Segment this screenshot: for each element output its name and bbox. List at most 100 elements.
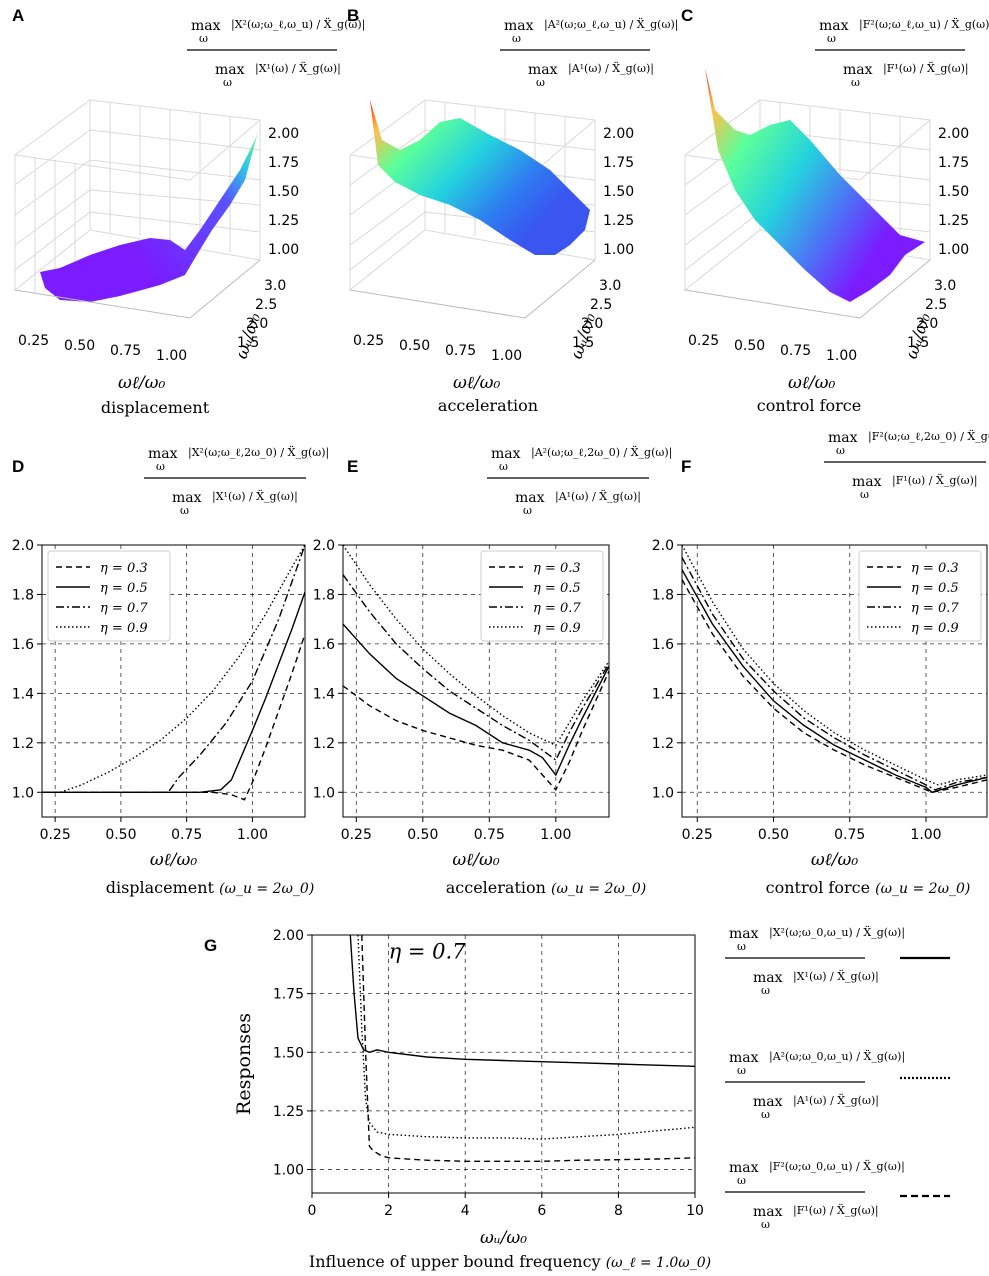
max-word: max — [515, 490, 545, 506]
legend-label: η = 0.5 — [911, 581, 959, 596]
x-tick-label: 8 — [614, 1203, 623, 1219]
surface-base-edge — [14, 259, 261, 319]
x-tick-label: 0.25 — [688, 333, 719, 349]
y-tick-label: 2.0 — [652, 538, 674, 554]
surface-xlabel: ωℓ/ω₀ — [118, 373, 166, 393]
legend: η = 0.3 η = 0.5 η = 0.7 η = 0.9 — [858, 550, 982, 642]
y-tick-label: 2.0 — [916, 316, 938, 332]
max-word: max — [843, 62, 873, 78]
legend-label: η = 0.5 — [533, 581, 581, 596]
panel-letter-b: B — [347, 6, 360, 25]
plot-frame — [311, 934, 696, 1194]
caption-f: control force (ω_u = 2ω_0) — [728, 878, 989, 897]
denominator-expr: |F¹(ω) / Ẍ_g(ω)| — [883, 61, 969, 76]
series-line — [682, 545, 987, 786]
x-axis-label: ωℓ/ω₀ — [452, 850, 500, 870]
panel-letter-e: E — [347, 457, 359, 476]
series-line — [682, 557, 987, 791]
caption-e-math: (ω_u = 2ω_0) — [551, 881, 647, 897]
series-line — [357, 935, 695, 1140]
line-chart-e: 0.25 0.50 0.75 1.00 1.0 1.2 1.4 1.6 1.8 2.0 ωℓ/ω₀ η… — [313, 538, 610, 870]
y-tick-label: 1.5 — [237, 335, 259, 351]
max-sub: ω — [827, 32, 836, 45]
legend-label: η = 0.3 — [533, 561, 581, 576]
max-word: max — [753, 970, 783, 986]
legend-label: η = 0.3 — [911, 561, 959, 576]
panel-letter-g: G — [204, 936, 218, 955]
caption-a: displacement — [40, 398, 270, 417]
y-tick-label: 2.5 — [590, 297, 612, 313]
x-tick-label: 0 — [308, 1203, 317, 1219]
series-line — [42, 545, 305, 793]
max-word: max — [504, 18, 534, 34]
caption-f-text: control force — [765, 878, 871, 897]
series-group — [343, 545, 609, 792]
legend-box — [47, 550, 171, 642]
series-line — [349, 935, 695, 1067]
line-chart-d: 0.25 0.50 0.75 1.00 1.0 1.2 1.4 1.6 1.8 2.0 ωℓ/ω₀ η… — [12, 538, 306, 870]
x-tick-label: 10 — [686, 1203, 704, 1219]
series-line — [343, 670, 609, 792]
max-sub: ω — [761, 984, 770, 997]
z-tick-label: 1.75 — [938, 155, 969, 171]
max-word: max — [729, 926, 759, 942]
y-tick-label: 1.8 — [652, 587, 674, 603]
series-group — [349, 935, 695, 1162]
y-tick-label: 2.0 — [246, 316, 268, 332]
numerator-expr: |X²(ω;ω_0,ω_u) / Ẍ_g(ω)| — [769, 925, 905, 940]
x-tick-label: 0.75 — [474, 827, 505, 843]
panel-letter-a: A — [12, 6, 25, 25]
y-tick-label: 1.4 — [313, 686, 335, 702]
max-sub: ω — [223, 76, 232, 89]
y-tick-label: 1.50 — [273, 1045, 304, 1061]
max-word: max — [191, 18, 221, 34]
denominator-expr: |X¹(ω) / Ẍ_g(ω)| — [793, 969, 879, 984]
x-tick-label: 2 — [384, 1203, 393, 1219]
numerator-expr: |A²(ω;ω_ℓ,2ω_0) / Ẍ_g(ω)| — [531, 445, 672, 460]
x-tick-label: 0.50 — [734, 338, 765, 354]
y-tick-label: 1.25 — [273, 1104, 304, 1120]
max-word: max — [491, 446, 521, 462]
max-sub: ω — [851, 76, 860, 89]
caption-b: acceleration — [373, 396, 603, 415]
max-word: max — [148, 446, 178, 462]
max-sub: ω — [523, 504, 532, 517]
max-sub: ω — [499, 460, 508, 473]
series-line — [343, 623, 609, 777]
series-line — [361, 935, 695, 1162]
legend-label: η = 0.9 — [100, 621, 148, 636]
legend-label: η = 0.9 — [911, 621, 959, 636]
y-tick-label: 1.2 — [652, 736, 674, 752]
y-tick-label: 2.5 — [255, 297, 277, 313]
max-word: max — [852, 474, 882, 490]
plot-frame — [342, 544, 610, 818]
y-tick-label: 1.5 — [907, 335, 929, 351]
max-sub: ω — [180, 504, 189, 517]
x-tick-label: 0.25 — [353, 333, 384, 349]
panel-letter-f: F — [681, 457, 692, 476]
surface-xlabel: ωℓ/ω₀ — [453, 373, 501, 393]
series-group — [42, 545, 305, 801]
max-sub: ω — [737, 1064, 746, 1077]
surface-plot-control-force — [684, 68, 931, 319]
max-word: max — [729, 1160, 759, 1176]
y-tick-label: 1.5 — [572, 335, 594, 351]
caption-b-text: acceleration — [437, 396, 539, 415]
numerator-expr: |A²(ω;ω_ℓ,ω_u) / Ẍ_g(ω)| — [544, 17, 678, 32]
series-line — [343, 574, 609, 762]
max-sub: ω — [737, 1174, 746, 1187]
z-tick-label: 1.50 — [268, 184, 299, 200]
legend-label: η = 0.7 — [911, 601, 959, 616]
y-tick-label: 3.0 — [599, 278, 621, 294]
x-axis-label: ωℓ/ω₀ — [150, 850, 198, 870]
z-tick-label: 1.00 — [603, 242, 634, 258]
denominator-expr: |F¹(ω) / Ẍ_g(ω)| — [793, 1203, 879, 1218]
y-tick-label: 1.00 — [273, 1163, 304, 1179]
surface-box-grid — [14, 99, 261, 299]
x-tick-label: 1.00 — [237, 827, 268, 843]
